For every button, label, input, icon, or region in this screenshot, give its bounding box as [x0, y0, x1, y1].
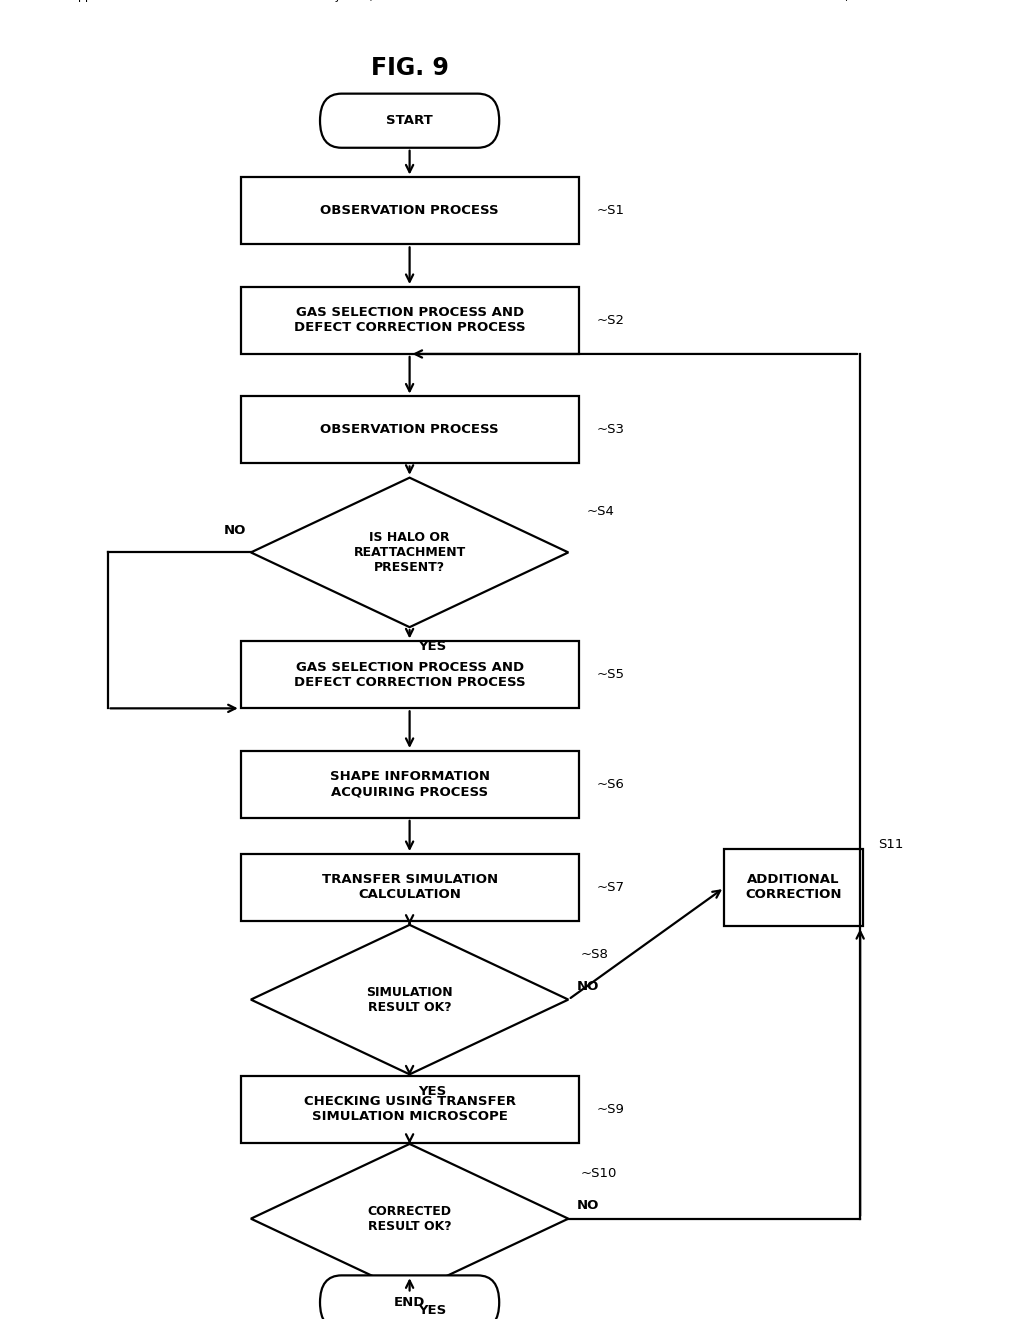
FancyBboxPatch shape	[725, 849, 862, 927]
FancyBboxPatch shape	[241, 854, 579, 921]
Text: ~S2: ~S2	[597, 314, 625, 327]
Text: FIG. 9: FIG. 9	[371, 57, 449, 81]
Text: END: END	[394, 1296, 425, 1309]
Text: SIMULATION
RESULT OK?: SIMULATION RESULT OK?	[367, 986, 453, 1014]
Text: Jul. 15, 2010   Sheet 8 of 8: Jul. 15, 2010 Sheet 8 of 8	[336, 0, 483, 1]
Text: ~S8: ~S8	[581, 948, 608, 961]
Text: ~S7: ~S7	[597, 880, 625, 894]
Text: YES: YES	[418, 1304, 446, 1317]
Text: ~S4: ~S4	[587, 504, 614, 517]
FancyBboxPatch shape	[241, 396, 579, 463]
Text: OBSERVATION PROCESS: OBSERVATION PROCESS	[321, 205, 499, 218]
Text: ADDITIONAL
CORRECTION: ADDITIONAL CORRECTION	[745, 874, 842, 902]
Text: IS HALO OR
REATTACHMENT
PRESENT?: IS HALO OR REATTACHMENT PRESENT?	[353, 531, 466, 574]
Text: ~S1: ~S1	[597, 205, 625, 218]
Text: OBSERVATION PROCESS: OBSERVATION PROCESS	[321, 424, 499, 437]
FancyBboxPatch shape	[241, 751, 579, 818]
Text: ~S9: ~S9	[597, 1102, 625, 1115]
Text: NO: NO	[577, 981, 599, 993]
Text: Patent Application Publication: Patent Application Publication	[31, 0, 197, 1]
Text: ~S10: ~S10	[581, 1167, 617, 1180]
Text: SHAPE INFORMATION
ACQUIRING PROCESS: SHAPE INFORMATION ACQUIRING PROCESS	[330, 771, 489, 799]
Text: NO: NO	[577, 1200, 599, 1212]
Text: START: START	[386, 115, 433, 127]
FancyBboxPatch shape	[241, 642, 579, 709]
FancyBboxPatch shape	[241, 286, 579, 354]
FancyBboxPatch shape	[319, 1275, 500, 1320]
Text: ~S3: ~S3	[597, 424, 625, 437]
Polygon shape	[251, 925, 568, 1074]
Polygon shape	[251, 1144, 568, 1294]
FancyBboxPatch shape	[241, 177, 579, 244]
Text: YES: YES	[418, 640, 446, 653]
Text: S11: S11	[879, 838, 903, 851]
Text: YES: YES	[418, 1085, 446, 1098]
Text: GAS SELECTION PROCESS AND
DEFECT CORRECTION PROCESS: GAS SELECTION PROCESS AND DEFECT CORRECT…	[294, 306, 525, 334]
Text: NO: NO	[223, 524, 246, 537]
Text: ~S5: ~S5	[597, 668, 625, 681]
Text: TRANSFER SIMULATION
CALCULATION: TRANSFER SIMULATION CALCULATION	[322, 874, 498, 902]
Polygon shape	[251, 478, 568, 627]
Text: ~S6: ~S6	[597, 777, 625, 791]
Text: US 2010/0178601 A1: US 2010/0178601 A1	[799, 0, 916, 1]
FancyBboxPatch shape	[319, 94, 500, 148]
Text: GAS SELECTION PROCESS AND
DEFECT CORRECTION PROCESS: GAS SELECTION PROCESS AND DEFECT CORRECT…	[294, 661, 525, 689]
FancyBboxPatch shape	[241, 1076, 579, 1143]
Text: CHECKING USING TRANSFER
SIMULATION MICROSCOPE: CHECKING USING TRANSFER SIMULATION MICRO…	[303, 1096, 516, 1123]
Text: CORRECTED
RESULT OK?: CORRECTED RESULT OK?	[368, 1205, 452, 1233]
